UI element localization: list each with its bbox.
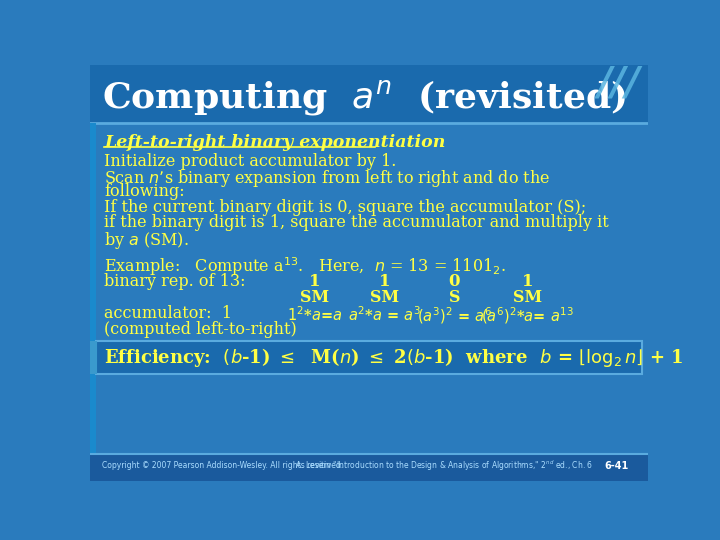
Text: accumulator:  1: accumulator: 1 [104,305,232,322]
Text: Computing  $\mathit{a}^{\mathit{n}}$  (revisited): Computing $\mathit{a}^{\mathit{n}}$ (rev… [102,78,626,117]
FancyBboxPatch shape [90,341,97,374]
Text: 1: 1 [522,273,534,289]
Text: $(a^3)^2$ = $a^6$: $(a^3)^2$ = $a^6$ [417,305,492,326]
Text: Scan $\mathit{n}$’s binary expansion from left to right and do the: Scan $\mathit{n}$’s binary expansion fro… [104,168,550,189]
Text: 1: 1 [309,273,320,289]
Text: $a^2$*$a$ = $a^3$: $a^2$*$a$ = $a^3$ [348,305,421,324]
Text: S: S [449,289,460,306]
Text: by $\mathit{a}$ (SM).: by $\mathit{a}$ (SM). [104,230,189,251]
Text: SM: SM [513,289,542,306]
Text: binary rep. of 13:: binary rep. of 13: [104,273,246,289]
Text: Example:   Compute a$^{13}$.   Here,  $\mathit{n}$ = 13 = 1101$_2$.: Example: Compute a$^{13}$. Here, $\mathi… [104,256,505,279]
FancyBboxPatch shape [96,341,642,374]
Text: following:: following: [104,184,184,200]
FancyBboxPatch shape [90,454,648,481]
Text: SM: SM [370,289,399,306]
Text: A. Levitin "Introduction to the Design & Analysis of Algorithms," 2$^{nd}$ ed., : A. Levitin "Introduction to the Design &… [295,459,593,473]
Text: Initialize product accumulator by 1.: Initialize product accumulator by 1. [104,153,396,170]
FancyBboxPatch shape [90,65,648,123]
Text: 6-41: 6-41 [604,461,629,471]
Text: Efficiency:  $(\mathit{b}$-1) $\leq$  M($\mathit{n}$) $\leq$ 2$(\mathit{b}$-1)  : Efficiency: $(\mathit{b}$-1) $\leq$ M($\… [104,346,683,369]
Text: 1: 1 [379,273,390,289]
Text: if the binary digit is 1, square the accumulator and multiply it: if the binary digit is 1, square the acc… [104,214,608,231]
Text: ///: /// [598,64,640,102]
Text: Left-to-right binary exponentiation: Left-to-right binary exponentiation [104,134,446,151]
Text: Copyright © 2007 Pearson Addison-Wesley. All rights reserved.: Copyright © 2007 Pearson Addison-Wesley.… [102,462,343,470]
Text: (computed left-to-right): (computed left-to-right) [104,321,297,338]
Text: SM: SM [300,289,329,306]
FancyBboxPatch shape [90,123,96,454]
Text: $(a^6)^2$*$a$= $a^{13}$: $(a^6)^2$*$a$= $a^{13}$ [482,305,575,326]
Text: If the current binary digit is 0, square the accumulator (S);: If the current binary digit is 0, square… [104,199,586,216]
Text: $1^2$*$a$=$a$: $1^2$*$a$=$a$ [287,305,343,324]
Text: 0: 0 [449,273,460,289]
